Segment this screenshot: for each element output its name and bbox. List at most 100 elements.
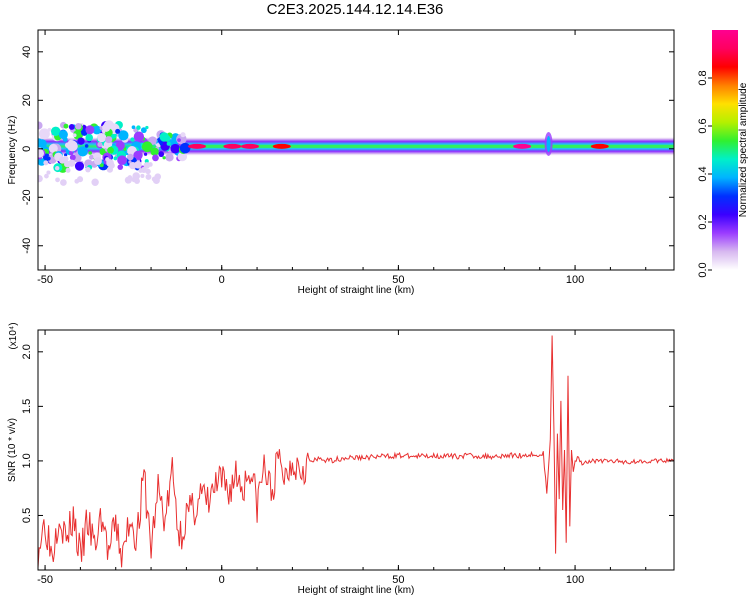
spectral-blob [88, 154, 94, 160]
y-tick-label: 0.5 [21, 508, 33, 523]
spectral-speck [62, 155, 69, 162]
spectral-blob [136, 125, 141, 130]
spectral-blob [130, 137, 135, 142]
spectral-blob [66, 140, 78, 152]
x-tick-label: -50 [37, 274, 53, 286]
spectral-blob [85, 133, 93, 142]
spectral-speck [132, 172, 141, 180]
spectral-speck [108, 162, 115, 169]
colorbar-tick-label: 0.6 [697, 118, 709, 133]
spectral-blob [75, 122, 82, 130]
spectral-spike-core [546, 135, 551, 152]
spectral-speck [140, 166, 147, 173]
spectral-speck [65, 167, 71, 173]
colorbar-tick-label: 0.0 [697, 262, 709, 277]
spectral-blob [170, 143, 181, 154]
x-tick-label: -50 [37, 574, 53, 586]
spectral-blob [162, 156, 166, 160]
snr-ylabel: SNR (10 * v/v) [7, 418, 18, 482]
spectral-blob [69, 154, 76, 161]
y-tick-label: 0 [21, 146, 33, 152]
spectral-speck [55, 177, 60, 183]
spectral-blob [85, 125, 95, 135]
spectral-hotspot [590, 143, 609, 149]
y-tick-label: 1.0 [21, 453, 33, 468]
spectral-blob [180, 132, 186, 138]
spectral-blob [115, 128, 121, 134]
spectral-blob [84, 144, 89, 148]
spectral-blob [68, 124, 75, 130]
snr-ticks: -50 0 50 100 0.5 1.0 1.5 2.0 [21, 330, 674, 586]
spectral-speck [93, 157, 102, 165]
spectrogram-xlabel: Height of straight line (km) [298, 285, 415, 296]
spectral-blob [118, 130, 129, 141]
spectral-blob [115, 141, 125, 151]
spectral-blob [165, 153, 174, 162]
y-tick-label: 20 [21, 94, 33, 106]
colorbar-label: Normalized spectral amplitude [738, 82, 749, 217]
snr-series-line [38, 335, 674, 568]
spectral-speck [143, 162, 151, 169]
spectral-blob [117, 164, 124, 170]
spectrogram-frame [37, 29, 675, 271]
spectral-blob [159, 132, 169, 142]
spectral-blob [127, 153, 134, 161]
colorbar-tick-label: 0.4 [697, 166, 709, 181]
spectral-blob [179, 142, 191, 154]
spectral-hotspot [188, 143, 206, 149]
x-tick-label: 0 [219, 574, 225, 586]
spectral-blob [145, 125, 149, 130]
spectral-speck [38, 174, 43, 183]
spectral-speck [140, 173, 145, 178]
spectral-blob [152, 154, 159, 162]
spectral-blob [46, 156, 51, 161]
spectral-blob [144, 159, 149, 164]
spectral-blob [64, 153, 68, 157]
spectral-blob [38, 128, 50, 140]
spectral-blob [88, 151, 93, 155]
spectral-blob [158, 151, 165, 158]
snr-panel: -50 0 50 100 0.5 1.0 1.5 2.0 Height of straight… [7, 322, 675, 596]
spectral-speck [55, 166, 60, 171]
spectral-blob [72, 133, 77, 138]
spectral-blob [131, 125, 136, 130]
spectral-speck [60, 179, 67, 186]
x-tick-label: 50 [392, 274, 404, 286]
spectral-blob [133, 150, 143, 160]
colorbar-tick-label: 0.8 [697, 70, 709, 85]
spectral-speck [63, 160, 71, 168]
spectral-blob [99, 163, 104, 168]
x-tick-label: 0 [219, 274, 225, 286]
colorbar-gradient [712, 30, 738, 270]
spectrogram-ylabel: Frequency (Hz) [7, 116, 18, 185]
spectral-blob [77, 137, 85, 145]
spectrogram-ticks: -50 0 50 100 -40 -20 0 20 40 [21, 30, 674, 286]
spectral-blob [159, 142, 163, 146]
spectral-hotspot [272, 143, 291, 149]
spectral-speck [91, 178, 99, 186]
snr-multiplier-label: (x10⁴) [8, 322, 19, 349]
spectral-blob [73, 129, 84, 140]
colorbar-ticks: 0.0 0.2 0.4 0.6 0.8 [697, 70, 712, 278]
spectral-hotspot [513, 143, 532, 149]
snr-plot-area [38, 330, 674, 570]
spectral-blob [105, 135, 113, 144]
colorbar-tick-label: 0.2 [697, 214, 709, 229]
spectral-blob [74, 161, 85, 171]
spectral-blob [63, 123, 69, 129]
spectral-speck [74, 178, 80, 184]
spectral-speck [124, 176, 132, 184]
spectral-blob [77, 146, 88, 157]
spectral-speck [85, 166, 91, 173]
colorbar: 0.0 0.2 0.4 0.6 0.8 Normalized spectral ampl… [697, 30, 749, 278]
spectral-blob [113, 156, 118, 161]
spectral-blob [58, 130, 68, 140]
spectral-blob [38, 138, 44, 148]
spectral-blob [97, 133, 107, 143]
spectral-blob [143, 152, 148, 156]
x-tick-label: 50 [392, 574, 404, 586]
spectral-speck [145, 173, 152, 180]
snr-frame [37, 329, 675, 571]
spectral-speck [46, 170, 51, 175]
spectral-blob [92, 125, 102, 135]
